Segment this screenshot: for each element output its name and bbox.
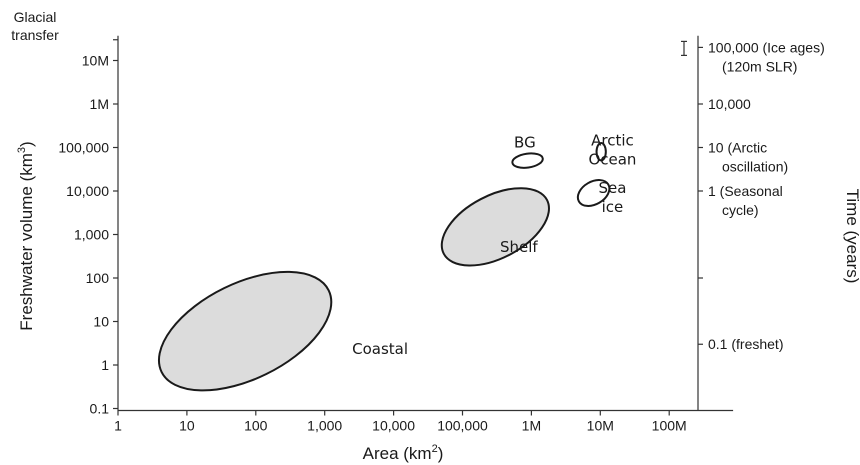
y-tick-label: 100,000 bbox=[58, 140, 109, 156]
sea-ice-label: Sea ice bbox=[598, 179, 626, 216]
right-tick-label: 100,000 (Ice ages) bbox=[708, 39, 825, 55]
y-tick-label: 10,000 bbox=[66, 183, 109, 199]
x-axis-title: Area (km2) bbox=[363, 443, 444, 463]
arctic-ocean-region bbox=[595, 142, 607, 162]
right-tick-label: 10,000 bbox=[708, 96, 751, 112]
glacial-transfer-label-line2: transfer bbox=[11, 27, 59, 43]
right-tick-sublabel: oscillation) bbox=[722, 159, 788, 175]
right-tick-label: 0.1 (freshet) bbox=[708, 336, 783, 352]
coastal-region bbox=[157, 270, 333, 392]
x-tick-label: 100M bbox=[652, 418, 687, 434]
arctic-ocean-label: Arctic Ocean bbox=[588, 132, 636, 169]
bg-region bbox=[511, 152, 544, 169]
x-tick-label: 1 bbox=[114, 418, 122, 434]
coastal-label: Coastal bbox=[352, 340, 408, 358]
y-tick-label: 0.1 bbox=[90, 401, 110, 417]
sea-ice-region bbox=[576, 179, 611, 207]
x-tick-label: 10 bbox=[179, 418, 195, 434]
right-axis-title: Time (years) bbox=[843, 189, 860, 284]
y-tick-label: 100 bbox=[86, 270, 110, 286]
shelf-region bbox=[440, 187, 550, 267]
x-tick-label: 1M bbox=[522, 418, 541, 434]
right-tick-sublabel: (120m SLR) bbox=[722, 58, 797, 74]
y-tick-label: 1 bbox=[101, 357, 109, 373]
right-tick-sublabel: cycle) bbox=[722, 202, 759, 218]
y-tick-label: 10M bbox=[82, 53, 109, 69]
right-tick-label: 10 (Arctic bbox=[708, 140, 767, 156]
x-tick-label: 10,000 bbox=[372, 418, 415, 434]
x-tick-label: 100,000 bbox=[437, 418, 488, 434]
labels: Coastal Shelf BG Arctic Ocean Sea ice bbox=[352, 132, 636, 358]
bg-label: BG bbox=[514, 134, 536, 152]
x-tick-label: 100 bbox=[244, 418, 268, 434]
axes: 1 10 100 1,000 10,000 100,000 1M 10M 100M0.11101… bbox=[58, 35, 825, 434]
shelf-label: Shelf bbox=[500, 238, 538, 256]
y-axis-title: Freshwater volume (km3) bbox=[16, 141, 36, 330]
right-tick-label: 1 (Seasonal bbox=[708, 183, 783, 199]
y-tick-label: 1,000 bbox=[74, 227, 109, 243]
x-tick-label: 10M bbox=[587, 418, 614, 434]
glacial-transfer-label-line1: Glacial bbox=[14, 9, 57, 25]
x-tick-label: 1,000 bbox=[307, 418, 342, 434]
regions bbox=[157, 142, 611, 392]
y-tick-label: 10 bbox=[93, 314, 109, 330]
y-tick-label: 1M bbox=[90, 96, 109, 112]
